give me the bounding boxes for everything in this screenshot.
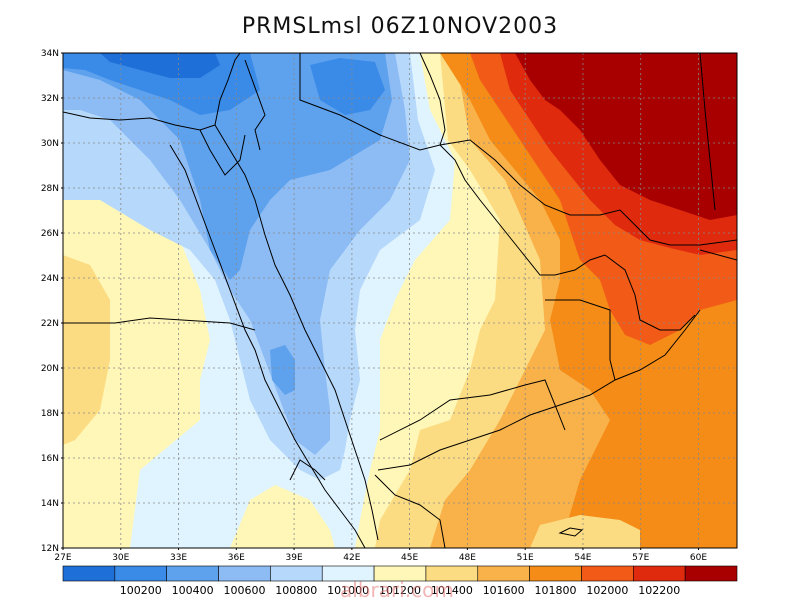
colorbar-swatch bbox=[114, 565, 167, 582]
iraq-border bbox=[299, 53, 441, 151]
colorbar-swatch bbox=[529, 565, 582, 582]
sinai bbox=[199, 129, 246, 176]
lat-tick-label: 28N bbox=[41, 184, 59, 194]
lon-tick-label: 30E bbox=[112, 553, 129, 563]
field-dark-blue-2 bbox=[310, 58, 385, 115]
lat-tick-label: 14N bbox=[41, 499, 59, 509]
colorbar-label: 101600 bbox=[483, 584, 525, 597]
colorbar-label: 100800 bbox=[275, 584, 317, 597]
colorbar-label: 102000 bbox=[586, 584, 628, 597]
lat-tick-label: 16N bbox=[41, 454, 59, 464]
field-bottom-light bbox=[530, 515, 640, 548]
lon-tick-label: 60E bbox=[690, 553, 707, 563]
pakistan-coast bbox=[699, 249, 737, 261]
lon-tick-label: 33E bbox=[170, 553, 187, 563]
colorbar-swatch bbox=[477, 565, 530, 582]
field-dark-red bbox=[515, 53, 737, 220]
persian-gulf-east bbox=[439, 139, 737, 246]
jordan-border bbox=[244, 59, 266, 151]
colorbar-swatch bbox=[270, 565, 323, 582]
colorbar-swatch bbox=[62, 565, 116, 582]
lat-tick-label: 34N bbox=[41, 49, 59, 59]
lon-tick-label: 51E bbox=[517, 553, 534, 563]
lat-tick-label: 24N bbox=[41, 274, 59, 284]
colorbar: 100200 100400 100600 100800 101000 101200 1014… bbox=[62, 565, 738, 597]
red-sea-east-coast bbox=[214, 124, 379, 541]
lat-tick-label: 22N bbox=[41, 319, 59, 329]
colorbar-swatch bbox=[218, 565, 271, 582]
lat-tick-label: 12N bbox=[41, 544, 59, 554]
lon-tick-label: 45E bbox=[401, 553, 418, 563]
oman-coast bbox=[604, 254, 696, 331]
field-left-orange bbox=[63, 255, 110, 445]
lon-tick-label: 48E bbox=[459, 553, 476, 563]
colorbar-label: 101800 bbox=[535, 584, 577, 597]
iran-border bbox=[419, 53, 446, 146]
colorbar-swatch bbox=[684, 565, 738, 582]
pressure-field bbox=[63, 53, 737, 548]
colorbar-label: 101200 bbox=[379, 584, 421, 597]
lat-tick-label: 18N bbox=[41, 409, 59, 419]
saudi-oman-border bbox=[545, 299, 616, 381]
lat-tick-label: 26N bbox=[41, 229, 59, 239]
field-bottom-yellow bbox=[230, 485, 335, 548]
lon-tick-label: 42E bbox=[343, 553, 360, 563]
east-border bbox=[699, 53, 716, 211]
persian-gulf-west bbox=[439, 144, 606, 276]
latitude-labels: 34N 32N 30N 28N 26N 24N 22N 20N 18N 16N 14N 12N bbox=[41, 49, 63, 554]
saudi-yemen-border bbox=[379, 379, 566, 441]
lat-tick-label: 20N bbox=[41, 364, 59, 374]
coastlines bbox=[63, 53, 737, 548]
lat-tick-label: 30N bbox=[41, 139, 59, 149]
longitude-labels: 27E 30E 33E 36E 39E 42E 45E 48E 51E 54E 57E 60E bbox=[54, 548, 707, 563]
plot-frame bbox=[62, 52, 738, 549]
yemen-coast bbox=[377, 309, 701, 471]
field-left-yellow bbox=[63, 190, 210, 548]
gulf-of-aden bbox=[374, 474, 446, 548]
colorbar-swatch bbox=[633, 565, 686, 582]
lon-tick-label: 54E bbox=[574, 553, 591, 563]
field-blue-pocket bbox=[270, 345, 295, 395]
red-sea-west-coast bbox=[169, 144, 366, 548]
field-blue bbox=[63, 53, 392, 280]
lon-tick-label: 36E bbox=[228, 553, 245, 563]
map-title: PRMSLmsl 06Z10NOV2003 bbox=[241, 14, 559, 39]
lon-tick-label: 39E bbox=[286, 553, 303, 563]
colorbar-label: 100200 bbox=[120, 584, 162, 597]
colorbar-label: 100600 bbox=[223, 584, 265, 597]
colorbar-label: 101000 bbox=[327, 584, 369, 597]
colorbar-swatch bbox=[581, 565, 634, 582]
lon-tick-label: 27E bbox=[54, 553, 71, 563]
colorbar-label: 100400 bbox=[172, 584, 214, 597]
watermark: albrari.com bbox=[340, 578, 454, 602]
lat-tick-label: 32N bbox=[41, 94, 59, 104]
colorbar-label: 102200 bbox=[638, 584, 680, 597]
egypt-sudan-border bbox=[63, 317, 256, 331]
socotra bbox=[558, 527, 584, 537]
field-darkest-blue bbox=[100, 53, 220, 78]
colorbar-swatch bbox=[166, 565, 219, 582]
sudan-eritrea bbox=[289, 459, 326, 481]
levant-coast bbox=[214, 53, 241, 126]
colorbar-label: 101400 bbox=[431, 584, 473, 597]
lon-tick-label: 57E bbox=[632, 553, 649, 563]
